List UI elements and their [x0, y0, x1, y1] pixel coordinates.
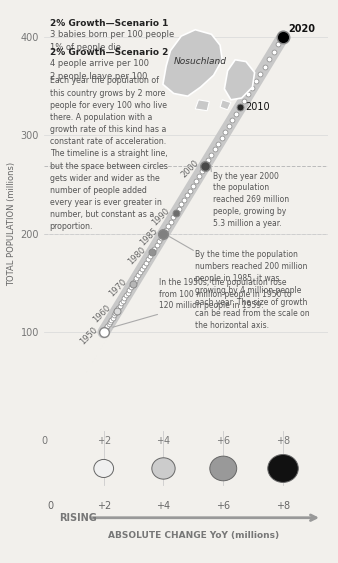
Text: 1960: 1960 [91, 303, 112, 324]
Text: 2000: 2000 [179, 158, 200, 180]
Text: RISING: RISING [59, 513, 97, 522]
Text: By the time the population
numbers reached 200 million
people in 1985, it was
gr: By the time the population numbers reach… [195, 251, 310, 330]
Text: 1990: 1990 [150, 206, 171, 227]
Ellipse shape [268, 454, 298, 482]
Text: 2% Growth—Scenario 1: 2% Growth—Scenario 1 [50, 19, 168, 28]
Text: 1980: 1980 [126, 245, 148, 266]
Text: 2020: 2020 [288, 24, 315, 34]
Ellipse shape [210, 456, 237, 481]
Text: 3 babies born per 100 people
1% of people die: 3 babies born per 100 people 1% of peopl… [50, 30, 174, 52]
Text: 1970: 1970 [107, 277, 128, 298]
Text: By the year 2000
the population
reached 269 million
people, growing by
5.3 milli: By the year 2000 the population reached … [213, 172, 289, 228]
Text: +4: +4 [156, 501, 171, 511]
Ellipse shape [94, 459, 114, 477]
Text: 1950: 1950 [78, 325, 99, 346]
Text: 1985: 1985 [138, 226, 159, 248]
Text: 2% Growth—Scenario 2: 2% Growth—Scenario 2 [50, 48, 168, 57]
Text: 2010: 2010 [245, 102, 270, 113]
Y-axis label: TOTAL POPULATION (millions): TOTAL POPULATION (millions) [7, 162, 17, 286]
Text: ABSOLUTE CHANGE YoY (millions): ABSOLUTE CHANGE YoY (millions) [108, 531, 279, 540]
Text: Each year the population of
this country grows by 2 more
people for every 100 wh: Each year the population of this country… [50, 77, 168, 231]
Text: 0: 0 [47, 501, 53, 511]
Text: In the 1950s, the population rose
from 100 million people in 1950 to
120 million: In the 1950s, the population rose from 1… [159, 278, 292, 310]
Ellipse shape [152, 458, 175, 479]
Text: 4 people arrive per 100
2 people leave per 100: 4 people arrive per 100 2 people leave p… [50, 59, 149, 81]
Text: +2: +2 [97, 501, 111, 511]
Text: +6: +6 [216, 501, 230, 511]
Text: +8: +8 [276, 501, 290, 511]
